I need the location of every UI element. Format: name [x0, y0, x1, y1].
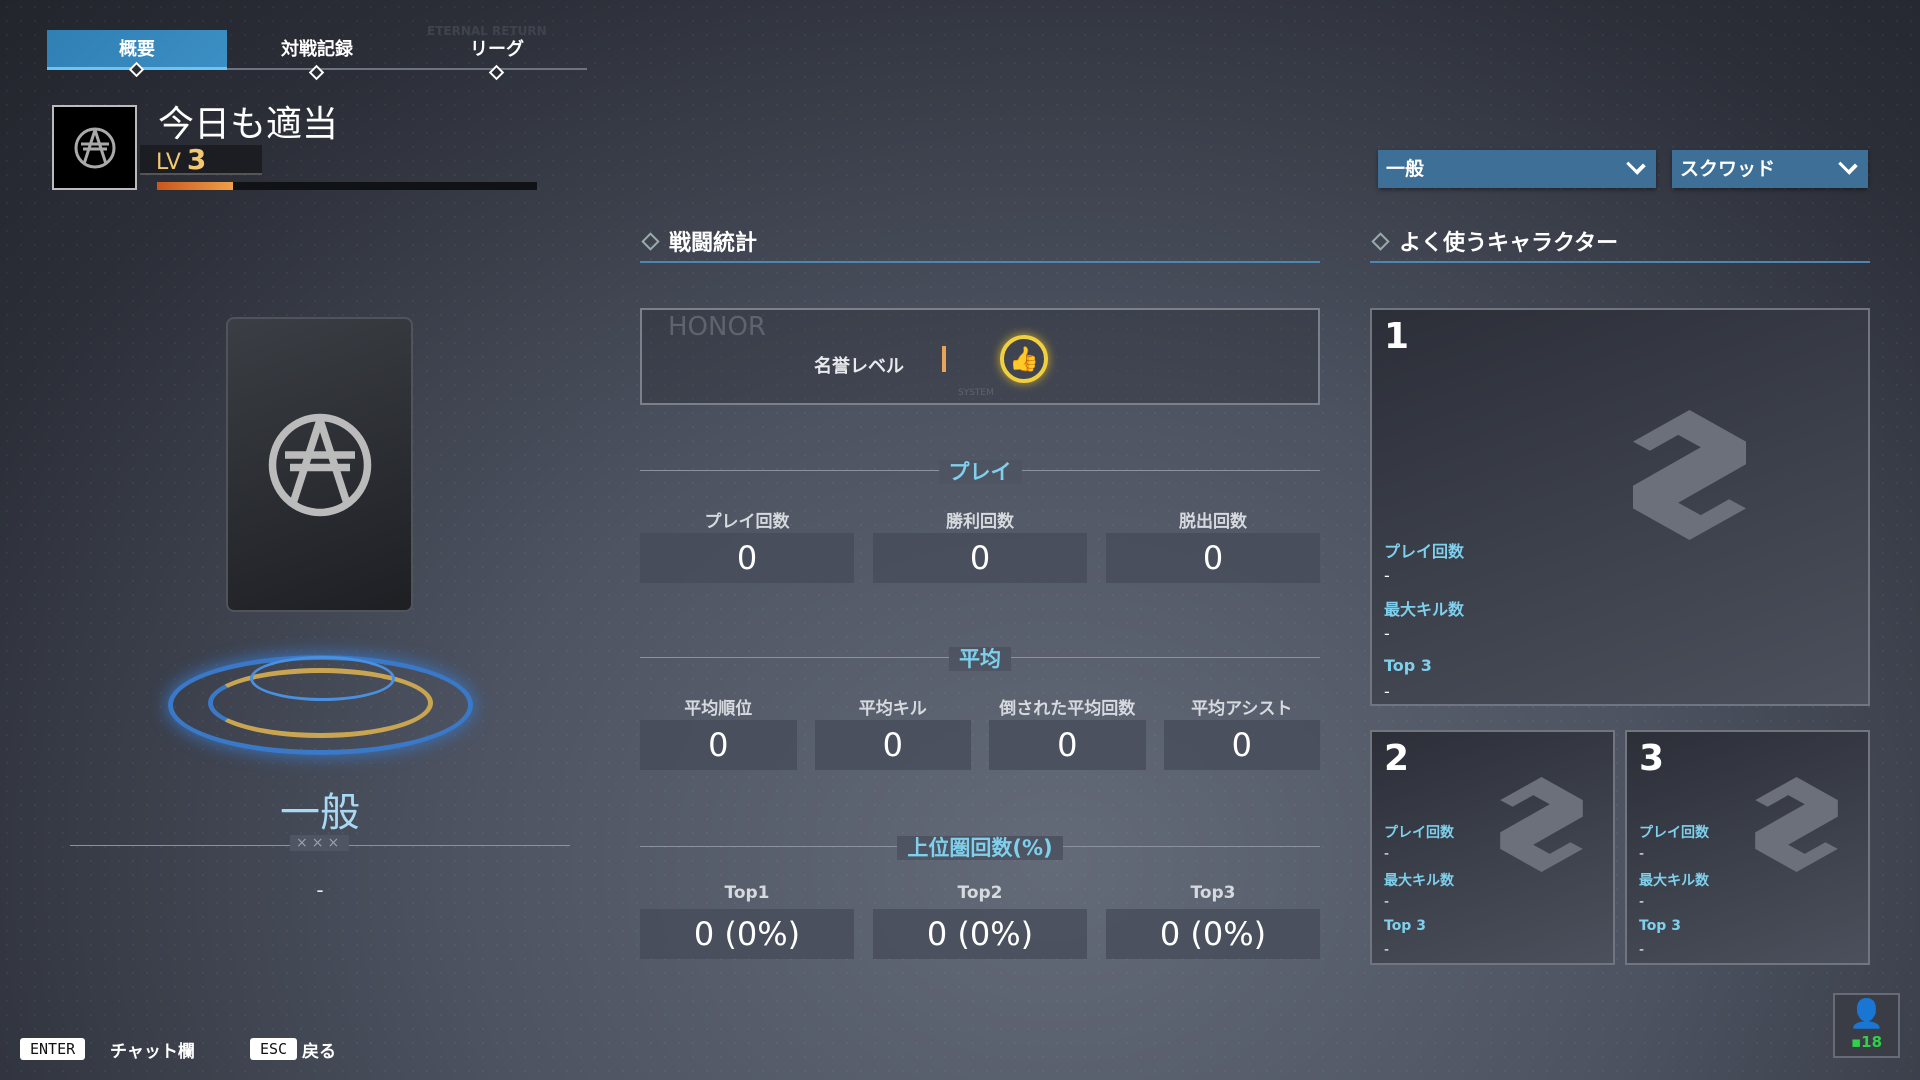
max-kill-label: 最大キル数: [1384, 873, 1454, 889]
top3-label: Top 3: [1639, 918, 1681, 934]
plays-label: プレイ回数: [1639, 825, 1709, 841]
pedestal-ring: [250, 656, 395, 701]
diamond-icon: [641, 232, 660, 251]
character-placeholder-icon: [1755, 777, 1839, 872]
top-stat-value: 0 (0%): [873, 909, 1087, 959]
diamond-icon: [1371, 232, 1390, 251]
average-stat-value: 0: [989, 720, 1146, 770]
rank-number: 3: [1639, 738, 1665, 779]
max-kill-value: -: [1384, 624, 1390, 643]
play-stat-label: 脱出回数: [1179, 512, 1247, 532]
thumbs-up-medal-icon[interactable]: 👍: [1000, 335, 1048, 383]
character-placeholder-icon: [1500, 777, 1584, 872]
play-stat-value: 0: [873, 533, 1087, 583]
rank-number: 1: [1384, 316, 1410, 357]
player-card: [226, 317, 413, 612]
friends-button[interactable]: 👤 ▪18: [1833, 993, 1900, 1058]
average-stat-value: 0: [814, 720, 971, 770]
exp-bar: [157, 182, 537, 190]
section-line: [1370, 261, 1870, 263]
average-title: 平均: [949, 647, 1011, 671]
team-dropdown[interactable]: スクワッド: [1672, 150, 1868, 188]
top-stat-value: 0 (0%): [640, 909, 854, 959]
play-stat-value: 0: [640, 533, 854, 583]
rank-number: 2: [1384, 738, 1410, 779]
play-stat-label: プレイ回数: [704, 512, 790, 532]
character-placeholder-icon: [1632, 410, 1747, 540]
chevron-down-icon: [1626, 155, 1646, 175]
honor-level-label: 名誉レベル: [814, 356, 904, 377]
system-deco: SYSTEM: [958, 388, 994, 398]
battle-stats-title: 戦闘統計: [640, 225, 757, 257]
plays-value: -: [1384, 846, 1390, 862]
avatar[interactable]: [52, 105, 137, 190]
diamond-icon: [308, 64, 325, 81]
diamond-icon: [488, 64, 505, 81]
honor-deco: HONOR: [668, 312, 766, 342]
average-stat-label: 平均キル: [858, 699, 927, 719]
max-kill-value: -: [1384, 894, 1390, 910]
enter-key[interactable]: ENTER: [20, 1038, 86, 1060]
average-stat-value: 0: [1163, 720, 1320, 770]
average-stat-label: 倒された平均回数: [999, 699, 1136, 719]
play-stat-value: 0: [1106, 533, 1320, 583]
emblem-icon: [74, 127, 115, 168]
top3-label: Top 3: [1384, 918, 1426, 934]
top3-label: Top 3: [1384, 656, 1432, 675]
honor-separator: [942, 346, 946, 372]
character-card[interactable]: 1 プレイ回数 - 最大キル数 - Top 3 -: [1370, 308, 1870, 706]
average-stat-label: 平均アシスト: [1191, 699, 1293, 719]
back-label[interactable]: 戻る: [302, 1042, 336, 1062]
play-stat-label: 勝利回数: [946, 512, 1014, 532]
plays-value: -: [1384, 566, 1390, 585]
top-title: 上位圏回数(%): [897, 836, 1063, 860]
mode-dropdown[interactable]: 一般: [1378, 150, 1656, 188]
header-deco: ETERNAL RETURN: [427, 24, 547, 38]
divider-deco: ×××: [290, 835, 350, 851]
average-stat-label: 平均順位: [684, 699, 753, 719]
honor-panel: HONOR 名誉レベル 👍 SYSTEM: [640, 308, 1320, 405]
tab-bar: 概要 対戦記録 リーグ: [47, 30, 587, 81]
tab-league[interactable]: リーグ: [407, 30, 587, 81]
characters-title: よく使うキャラクター: [1370, 225, 1618, 257]
section-line: [640, 261, 1320, 263]
plays-label: プレイ回数: [1384, 825, 1454, 841]
top-stat-label: Top2: [957, 883, 1003, 903]
average-stat-value: 0: [640, 720, 797, 770]
online-count: ▪18: [1850, 1033, 1883, 1051]
top3-value: -: [1384, 682, 1390, 701]
plays-label: プレイ回数: [1384, 542, 1465, 561]
top3-value: -: [1639, 942, 1645, 958]
diamond-icon: [128, 61, 145, 78]
plays-value: -: [1639, 846, 1645, 862]
max-kill-label: 最大キル数: [1384, 600, 1465, 619]
tab-overview[interactable]: 概要: [47, 30, 227, 78]
play-title: プレイ: [938, 460, 1022, 484]
tab-match-history[interactable]: 対戦記録: [227, 30, 407, 81]
top3-value: -: [1384, 942, 1390, 958]
esc-key[interactable]: ESC: [250, 1038, 298, 1060]
top-stat-label: Top1: [724, 883, 770, 903]
max-kill-value: -: [1639, 894, 1645, 910]
top-stat-label: Top3: [1190, 883, 1236, 903]
friends-icon: 👤: [1849, 997, 1884, 1030]
emblem-icon: [268, 413, 371, 516]
mode-label: 一般: [280, 790, 360, 836]
exp-bar-fill: [157, 182, 233, 190]
mode-value: -: [316, 878, 324, 902]
max-kill-label: 最大キル数: [1639, 873, 1709, 889]
character-card[interactable]: 3 プレイ回数 - 最大キル数 - Top 3 -: [1625, 730, 1870, 965]
top-stat-value: 0 (0%): [1106, 909, 1320, 959]
player-name: 今日も適当: [158, 104, 339, 145]
character-card[interactable]: 2 プレイ回数 - 最大キル数 - Top 3 -: [1370, 730, 1615, 965]
chat-label[interactable]: チャット欄: [110, 1042, 195, 1062]
level-badge: LV 3: [140, 145, 262, 175]
chevron-down-icon: [1838, 155, 1858, 175]
